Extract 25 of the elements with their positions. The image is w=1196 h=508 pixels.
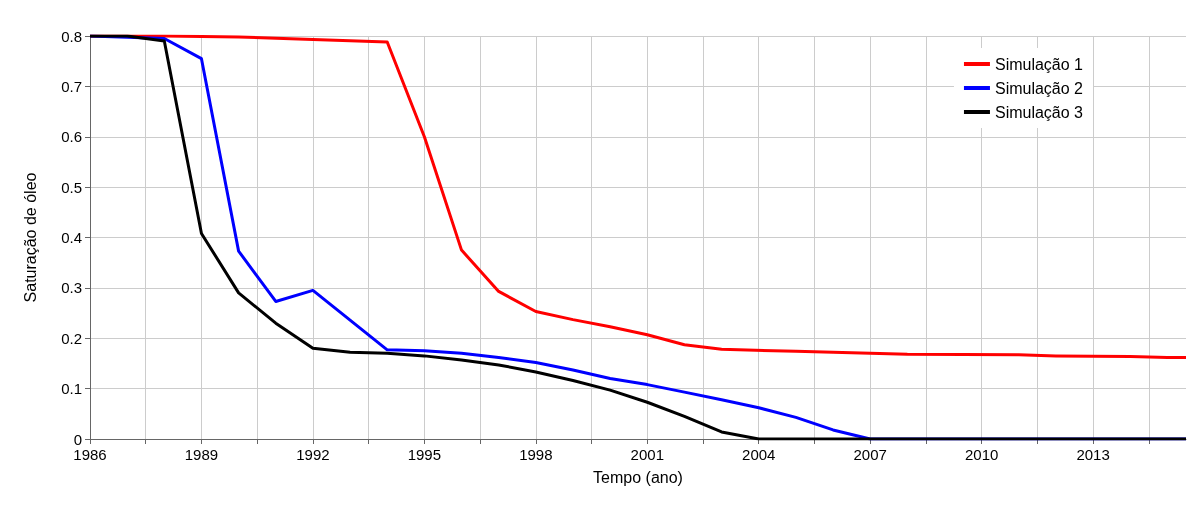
x-axis-title: Tempo (ano) <box>593 468 683 486</box>
y-tick-label: 0.7 <box>61 77 82 95</box>
y-tick-label: 0.8 <box>61 27 82 45</box>
x-tick-label: 2004 <box>742 446 776 463</box>
x-tick-label: 1998 <box>519 446 553 463</box>
y-tick-label: 0 <box>73 430 82 448</box>
legend-label: Simulação 3 <box>994 103 1084 121</box>
y-axis-title: Saturação de óleo <box>21 172 39 303</box>
y-tick-label: 0.1 <box>61 380 82 398</box>
legend-label: Simulação 2 <box>994 79 1084 97</box>
x-tick-label: 1989 <box>184 446 219 463</box>
x-tick-label: 2013 <box>1076 446 1110 463</box>
x-tick-label: 2010 <box>964 446 999 463</box>
x-tick-label: 2001 <box>630 446 664 463</box>
y-tick-label: 0.6 <box>61 128 82 146</box>
line-series <box>88 34 1188 441</box>
x-tick-label: 1995 <box>407 446 442 463</box>
x-tick-label: 2007 <box>853 446 887 463</box>
legend-label: Simulação 1 <box>994 55 1084 73</box>
x-tick-label: 1992 <box>296 446 330 463</box>
y-tick-label: 0.4 <box>61 229 82 246</box>
x-tick-label: 1986 <box>73 446 107 463</box>
y-tick-label: 0.2 <box>61 329 82 347</box>
y-tick-label: 0.5 <box>61 178 82 196</box>
y-tick-label: 0.3 <box>61 279 82 297</box>
